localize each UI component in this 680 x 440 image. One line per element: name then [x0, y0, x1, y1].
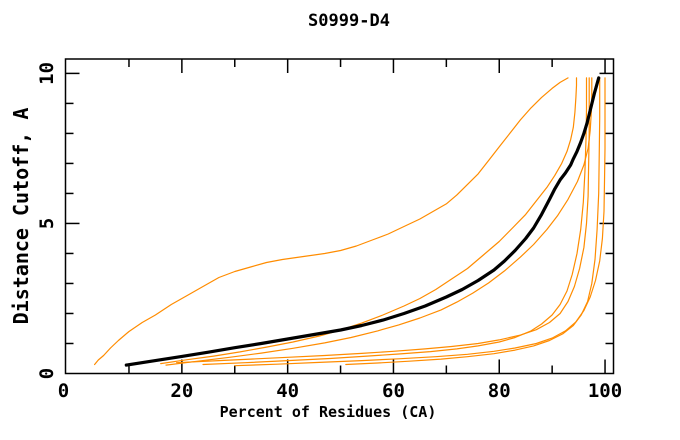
y-tick-label: 0: [36, 368, 58, 379]
x-tick-label: 60: [382, 380, 405, 402]
x-tick-label: 0: [58, 380, 69, 402]
x-tick-label: 100: [588, 380, 622, 402]
series-model-3: [165, 77, 593, 366]
series-model-1: [93, 77, 569, 366]
y-tick-label: 5: [36, 218, 58, 229]
series-model-7: [345, 77, 601, 366]
series-model-4: [176, 77, 590, 364]
series-highlighted-model: [124, 76, 601, 367]
x-tick-label: 40: [276, 380, 299, 402]
x-tick-label: 20: [170, 380, 193, 402]
plot-frame: [64, 58, 615, 375]
series-model-5: [202, 77, 588, 366]
x-tick-label: 80: [488, 380, 511, 402]
series-model-6: [234, 77, 606, 367]
chart-title: S0999-D4: [308, 11, 390, 31]
y-axis-label: Distance Cutoff, A: [9, 107, 33, 325]
series-model-2: [160, 77, 578, 365]
x-axis-label: Percent of Residues (CA): [219, 403, 437, 421]
y-tick-label: 10: [36, 62, 58, 85]
